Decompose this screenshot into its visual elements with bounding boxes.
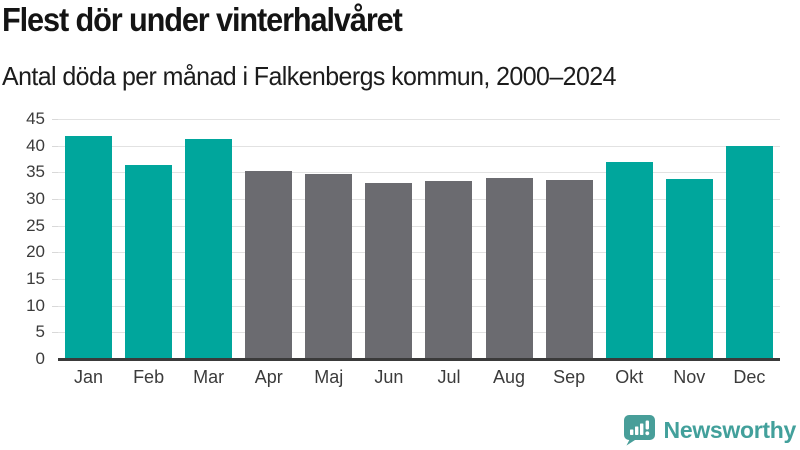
y-axis-label-40: 40 <box>26 135 45 155</box>
gridline-5 <box>58 332 780 334</box>
newsworthy-speech-bubble-bar-chart-icon <box>623 415 655 446</box>
gridline-25 <box>58 225 780 227</box>
gridline-30 <box>58 199 780 200</box>
bar-jul <box>425 180 473 359</box>
y-tick-15 <box>52 279 58 280</box>
bar-feb <box>125 164 173 359</box>
x-axis-label-dec: Dec <box>733 367 766 387</box>
x-axis-label-apr: Apr <box>254 367 283 387</box>
x-axis-label-jan: Jan <box>73 367 104 387</box>
x-axis-labels: Jan Feb Mar Apr Maj Jun Jul Aug Sep Okt Nov Dec <box>58 367 780 388</box>
gridline-20 <box>58 252 780 254</box>
gridline-15 <box>58 279 780 280</box>
y-tick-10 <box>52 305 58 307</box>
bar-apr <box>245 170 293 359</box>
newsworthy-logo: Newsworthy <box>622 414 796 446</box>
gridline-35 <box>58 172 780 174</box>
bar-dec <box>725 146 773 359</box>
y-tick-35 <box>52 172 58 174</box>
x-axis-label-sep: Sep <box>553 367 586 387</box>
bar-okt <box>605 162 653 359</box>
y-tick-45 <box>52 119 58 120</box>
gridline-40 <box>58 145 780 147</box>
y-axis-label-5: 5 <box>35 322 45 342</box>
x-axis-line <box>58 358 780 361</box>
x-axis-label-jul: Jul <box>437 367 461 387</box>
y-tick-5 <box>52 332 58 334</box>
page-title: Flest dör under vinterhalvåret <box>2 1 403 38</box>
x-axis-label-nov: Nov <box>673 367 706 387</box>
bar-jun <box>365 183 413 359</box>
x-axis-label-okt: Okt <box>615 367 644 387</box>
y-tick-30 <box>52 199 58 200</box>
y-axis-label-0: 0 <box>35 349 45 368</box>
x-axis-label-jun: Jun <box>374 367 404 387</box>
y-tick-25 <box>52 225 58 227</box>
y-axis-label-35: 35 <box>26 162 45 182</box>
x-axis-label-feb: Feb <box>133 367 165 387</box>
x-axis-label-aug: Aug <box>493 367 526 387</box>
bar-mar <box>185 139 233 359</box>
x-axis-label-maj: Maj <box>314 367 344 387</box>
plot-area <box>58 119 780 359</box>
y-axis-label-30: 30 <box>26 189 45 208</box>
bar-maj <box>305 173 353 359</box>
y-axis-label-45: 45 <box>26 109 45 128</box>
y-axis-label-15: 15 <box>26 269 45 288</box>
brand-name: Newsworthy <box>663 416 797 443</box>
y-axis-labels: 0 5 10 15 20 25 30 35 40 45 <box>0 110 45 368</box>
bar-sep <box>545 180 593 359</box>
bar-series <box>58 119 780 359</box>
y-axis-label-20: 20 <box>26 242 45 262</box>
x-axis-label-mar: Mar <box>193 367 225 387</box>
y-axis-label-25: 25 <box>26 215 45 235</box>
bar-nov <box>665 179 713 359</box>
bar-jan <box>65 136 112 359</box>
bar-aug <box>485 178 533 359</box>
gridline-10 <box>58 305 780 307</box>
gridline-45 <box>58 119 780 120</box>
y-tick-20 <box>52 252 58 254</box>
y-tick-40 <box>52 145 58 147</box>
y-axis-label-10: 10 <box>26 295 45 315</box>
page-subtitle: Antal döda per månad i Falkenbergs kommu… <box>2 61 616 91</box>
